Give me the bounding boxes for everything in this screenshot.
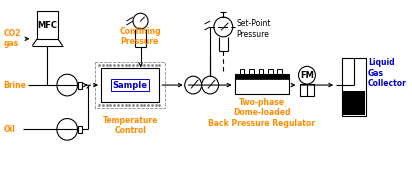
Bar: [268, 69, 273, 74]
Circle shape: [201, 76, 219, 94]
Text: Set-Point
Pressure: Set-Point Pressure: [236, 19, 271, 38]
Circle shape: [214, 17, 233, 37]
Bar: [240, 69, 244, 74]
Bar: [342, 59, 366, 116]
Text: CO2
gas: CO2 gas: [3, 29, 21, 48]
Bar: [101, 68, 159, 102]
Bar: [77, 82, 82, 88]
Bar: [96, 62, 165, 108]
Text: Temperature
Control: Temperature Control: [103, 116, 158, 135]
Text: FM: FM: [300, 71, 314, 80]
Bar: [300, 84, 314, 96]
Bar: [343, 91, 365, 115]
Text: Brine: Brine: [3, 81, 26, 90]
Bar: [277, 69, 282, 74]
Bar: [249, 69, 254, 74]
Bar: [77, 126, 82, 133]
Bar: [234, 74, 289, 94]
Text: Sample: Sample: [113, 81, 148, 90]
Circle shape: [133, 13, 148, 29]
Bar: [37, 11, 58, 39]
Text: Two-phase
Dome-loaded
Back Pressure Regulator: Two-phase Dome-loaded Back Pressure Regu…: [208, 98, 315, 128]
Bar: [259, 69, 263, 74]
Text: Liquid
Gas
Collector: Liquid Gas Collector: [368, 59, 407, 88]
Circle shape: [299, 66, 316, 84]
Bar: [234, 74, 289, 79]
Text: Oil: Oil: [3, 125, 15, 134]
Circle shape: [57, 74, 77, 96]
Text: MFC: MFC: [37, 20, 57, 30]
Circle shape: [57, 119, 77, 140]
Circle shape: [185, 76, 201, 94]
Text: Confining
Pressure: Confining Pressure: [120, 27, 162, 46]
